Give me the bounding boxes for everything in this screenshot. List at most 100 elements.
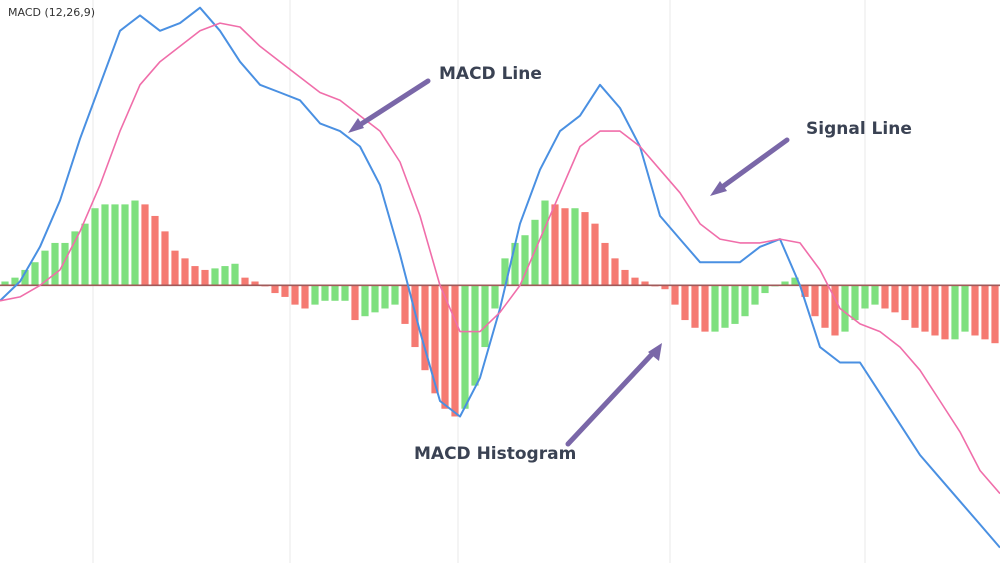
histogram-bar	[481, 285, 489, 348]
macd-line-series	[0, 6, 1000, 549]
histogram-bar	[501, 258, 509, 286]
histogram-bar	[961, 285, 969, 332]
histogram-bar	[581, 212, 589, 286]
indicator-lines	[0, 6, 1000, 549]
histogram-bar	[661, 285, 669, 290]
histogram-bar	[431, 285, 439, 394]
histogram-bar	[781, 281, 789, 286]
histogram-bar	[371, 285, 379, 313]
histogram-bar	[891, 285, 899, 313]
histogram-bar	[921, 285, 929, 332]
histogram-bar	[751, 285, 759, 305]
histogram-bar	[141, 204, 149, 286]
histogram-bar	[641, 281, 649, 286]
histogram-bar	[951, 285, 959, 340]
histogram-bar	[211, 268, 219, 286]
signal-line-label: Signal Line	[806, 119, 912, 139]
annotation-macd-histogram: MACD Histogram	[414, 343, 662, 464]
histogram-bar	[151, 215, 159, 286]
histogram-bar	[61, 242, 69, 286]
histogram-bar	[611, 258, 619, 286]
histogram-bar	[421, 285, 429, 371]
macd-line-label: MACD Line	[439, 64, 542, 84]
histogram-bar	[671, 285, 679, 305]
histogram-bar	[761, 285, 769, 294]
histogram-bar	[341, 285, 349, 301]
histogram-bar	[381, 285, 389, 309]
histogram-bar	[971, 285, 979, 336]
histogram-bar	[231, 263, 239, 286]
histogram-bar	[321, 285, 329, 301]
histogram-bar	[121, 204, 129, 286]
signal-line-series	[0, 22, 1000, 495]
histogram-bar	[271, 285, 279, 294]
grid	[92, 0, 866, 563]
histogram-bar	[591, 223, 599, 286]
histogram-bar	[441, 285, 449, 409]
histogram-bar	[251, 281, 259, 286]
histogram-bar	[181, 258, 189, 286]
histogram-bar	[21, 269, 29, 286]
histogram-bar	[631, 277, 639, 286]
histogram-bar	[111, 204, 119, 286]
histogram-bar	[601, 242, 609, 286]
histogram-bar	[911, 285, 919, 328]
histogram-bar	[11, 277, 19, 286]
histogram-bar	[811, 285, 819, 317]
histogram-bar	[721, 285, 729, 328]
histogram-bar	[301, 285, 309, 309]
histogram-bar	[171, 250, 179, 286]
macd-histogram-arrowhead	[648, 343, 662, 361]
histogram-bar	[391, 285, 399, 305]
macd-line-arrow	[352, 78, 431, 131]
histogram-bar	[491, 285, 499, 309]
histogram-bar	[541, 200, 549, 286]
histogram-bar	[471, 285, 479, 386]
histogram-bar	[31, 262, 39, 286]
histogram-bar	[131, 200, 139, 286]
histogram-bar	[821, 285, 829, 328]
histogram-bar	[1, 281, 9, 286]
histogram-bar	[801, 285, 809, 297]
histogram-bar	[991, 285, 999, 344]
annotation-signal-line: Signal Line	[710, 119, 912, 196]
histogram-bar	[161, 231, 169, 286]
macd-histogram-label: MACD Histogram	[414, 444, 576, 464]
histogram-bar	[81, 223, 89, 286]
histogram-bar	[221, 266, 229, 286]
histogram-bar	[851, 285, 859, 321]
histogram-bar	[291, 285, 299, 305]
signal-line-arrowhead	[710, 181, 727, 196]
histogram-bar	[931, 285, 939, 336]
histogram-bar	[561, 208, 569, 286]
indicator-label: MACD (12,26,9)	[8, 6, 95, 19]
histogram-bar	[351, 285, 359, 321]
annotation-macd-line: MACD Line	[348, 64, 542, 133]
histogram-bar	[861, 285, 869, 309]
histogram-bar	[791, 277, 799, 286]
histogram-bar	[831, 285, 839, 336]
histogram-bar	[281, 285, 289, 297]
histogram-bar	[521, 235, 529, 286]
histogram-bar	[741, 285, 749, 317]
histogram-bar	[901, 285, 909, 321]
histogram-bar	[191, 266, 199, 286]
histogram-bar	[621, 269, 629, 286]
histogram-bar	[691, 285, 699, 328]
histogram-bar	[681, 285, 689, 321]
histogram-bar	[571, 208, 579, 286]
histogram-bar	[941, 285, 949, 340]
histogram-bar	[71, 231, 79, 286]
histogram-bar	[101, 204, 109, 286]
histogram-bar	[331, 285, 339, 301]
signal-line-arrow	[715, 137, 790, 193]
histogram-bar	[41, 250, 49, 286]
histogram-bar	[711, 285, 719, 332]
histogram-bar	[701, 285, 709, 332]
histogram-bar	[881, 285, 889, 309]
histogram-bar	[551, 204, 559, 286]
histogram-bar	[201, 269, 209, 286]
histogram-bar	[241, 277, 249, 286]
histogram-bar	[841, 285, 849, 332]
